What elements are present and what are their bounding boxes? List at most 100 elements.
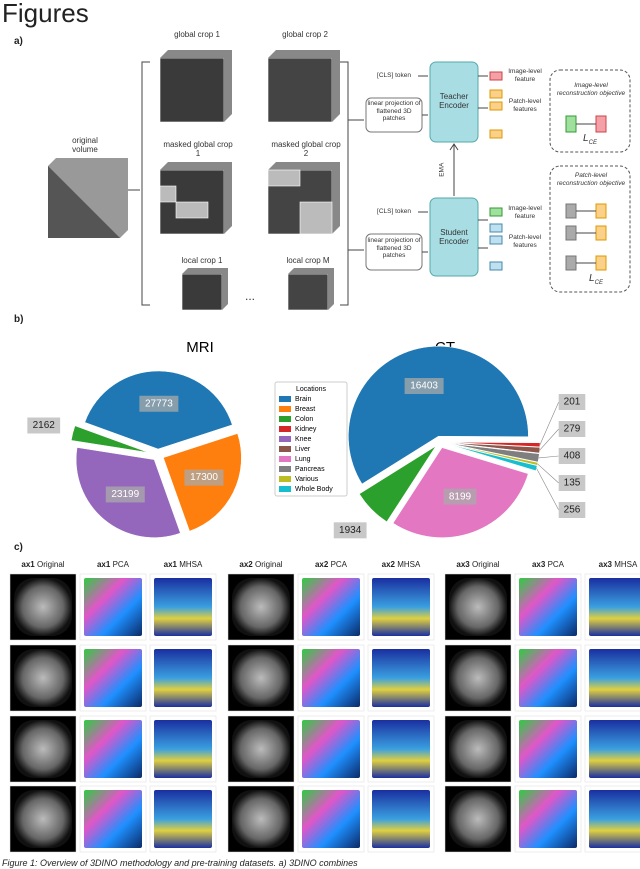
value-label-box xyxy=(27,417,61,434)
view-name: MHSA xyxy=(397,560,421,569)
result-image-content xyxy=(589,790,640,848)
legend-label: Kidney xyxy=(295,426,317,433)
column-header: ax3 MHSA xyxy=(585,560,640,569)
crop-label: masked global crop 2 xyxy=(271,140,341,158)
crop-label: local crop 1 xyxy=(181,256,223,265)
panel-label: b) xyxy=(14,314,24,325)
value-label: 279 xyxy=(564,424,581,435)
loss-label: LCE xyxy=(576,274,616,288)
result-image-content xyxy=(232,578,290,636)
column-header: ax1 PCA xyxy=(80,560,146,569)
crop-label: global crop 2 xyxy=(282,30,328,39)
axis-name: ax2 xyxy=(239,560,253,569)
crop-label: masked global crop 1 xyxy=(163,140,233,158)
result-image-content xyxy=(519,649,577,707)
encoder-label: Student Encoder xyxy=(439,228,469,246)
legend-swatch xyxy=(279,426,291,432)
legend-label: Pancreas xyxy=(295,466,325,473)
encoder-label: Teacher Encoder xyxy=(439,92,469,110)
result-image-content xyxy=(449,578,507,636)
column-header: ax2 MHSA xyxy=(368,560,434,569)
projection-label: linear projection of flattened 3D patche… xyxy=(367,237,421,259)
legend-swatch xyxy=(279,416,291,422)
result-image-content xyxy=(302,649,360,707)
value-label-box xyxy=(105,486,145,503)
value-label: 2162 xyxy=(33,420,56,431)
legend-label: Lung xyxy=(295,456,311,463)
value-label-box xyxy=(558,421,586,437)
leader-line xyxy=(539,401,559,445)
legend-title: Locations xyxy=(296,386,326,393)
value-label-box xyxy=(558,502,586,518)
result-image-content xyxy=(449,720,507,778)
leader-line xyxy=(539,428,559,451)
projection-label: linear projection of flattened 3D patche… xyxy=(367,100,421,122)
leader-line xyxy=(537,463,559,484)
value-label: 27773 xyxy=(145,398,173,409)
pie-slice xyxy=(449,444,538,472)
page-title: Figures xyxy=(2,0,89,28)
value-label: 16403 xyxy=(410,381,438,392)
legend-swatch xyxy=(279,446,291,452)
ellipsis: ... xyxy=(244,289,255,303)
panel-label: a) xyxy=(14,36,23,47)
result-image-content xyxy=(84,720,142,778)
result-image-content xyxy=(14,578,72,636)
crop-label: local crop M xyxy=(286,256,330,265)
value-label-box xyxy=(558,448,586,464)
feature-label: Patch-level features xyxy=(508,234,542,249)
legend-label: Whole Body xyxy=(295,486,333,493)
legend-label: Various xyxy=(295,476,319,483)
view-name: Original xyxy=(472,560,500,569)
value-label: 17300 xyxy=(190,472,218,483)
legend-label: Colon xyxy=(295,416,313,423)
axis-name: ax2 xyxy=(381,560,395,569)
axis-name: ax1 xyxy=(96,560,111,569)
legend-box xyxy=(274,381,348,497)
legend-swatch xyxy=(279,406,291,412)
result-image-content xyxy=(154,790,212,848)
objective-label: Image-level reconstruction objective xyxy=(556,82,626,97)
legend-label: Liver xyxy=(295,446,311,453)
view-name: MHSA xyxy=(614,560,638,569)
diagram-shapes xyxy=(48,50,631,311)
value-label-box xyxy=(404,378,444,395)
axis-name: ax2 xyxy=(314,560,329,569)
chart-title: MRI xyxy=(186,339,214,356)
view-name: PCA xyxy=(330,560,348,569)
legend-label: Breast xyxy=(295,406,315,413)
value-label-box xyxy=(139,395,179,412)
value-label: 135 xyxy=(564,478,581,489)
value-label: 1934 xyxy=(339,525,362,536)
axis-name: ax3 xyxy=(598,560,612,569)
result-image-content xyxy=(154,649,212,707)
pie-slice xyxy=(449,443,539,466)
column-header: ax1 MHSA xyxy=(150,560,216,569)
result-image-content xyxy=(14,790,72,848)
result-image-content xyxy=(589,720,640,778)
result-image-content xyxy=(14,720,72,778)
leader-line xyxy=(538,455,559,459)
feature-label: Image-level feature xyxy=(508,205,542,220)
view-name: Original xyxy=(255,560,283,569)
result-image-content xyxy=(14,649,72,707)
value-label-box xyxy=(558,394,586,410)
view-name: Original xyxy=(37,560,65,569)
result-image-content xyxy=(519,720,577,778)
result-image-content xyxy=(302,720,360,778)
objective-label: Patch-level reconstruction objective xyxy=(556,172,626,187)
axis-name: ax1 xyxy=(21,560,35,569)
result-image-content xyxy=(302,790,360,848)
result-image-content xyxy=(372,578,430,636)
leader-line xyxy=(536,468,559,511)
legend-swatch xyxy=(279,476,291,482)
result-image-content xyxy=(449,649,507,707)
view-name: MHSA xyxy=(179,560,203,569)
legend-label: Brain xyxy=(295,396,311,403)
caption: Figure 1: Overview of 3DINO methodology … xyxy=(2,858,358,868)
panel-label: c) xyxy=(14,542,23,553)
feature-label: Patch-level features xyxy=(508,98,542,113)
result-image-content xyxy=(84,578,142,636)
result-image-content xyxy=(519,578,577,636)
